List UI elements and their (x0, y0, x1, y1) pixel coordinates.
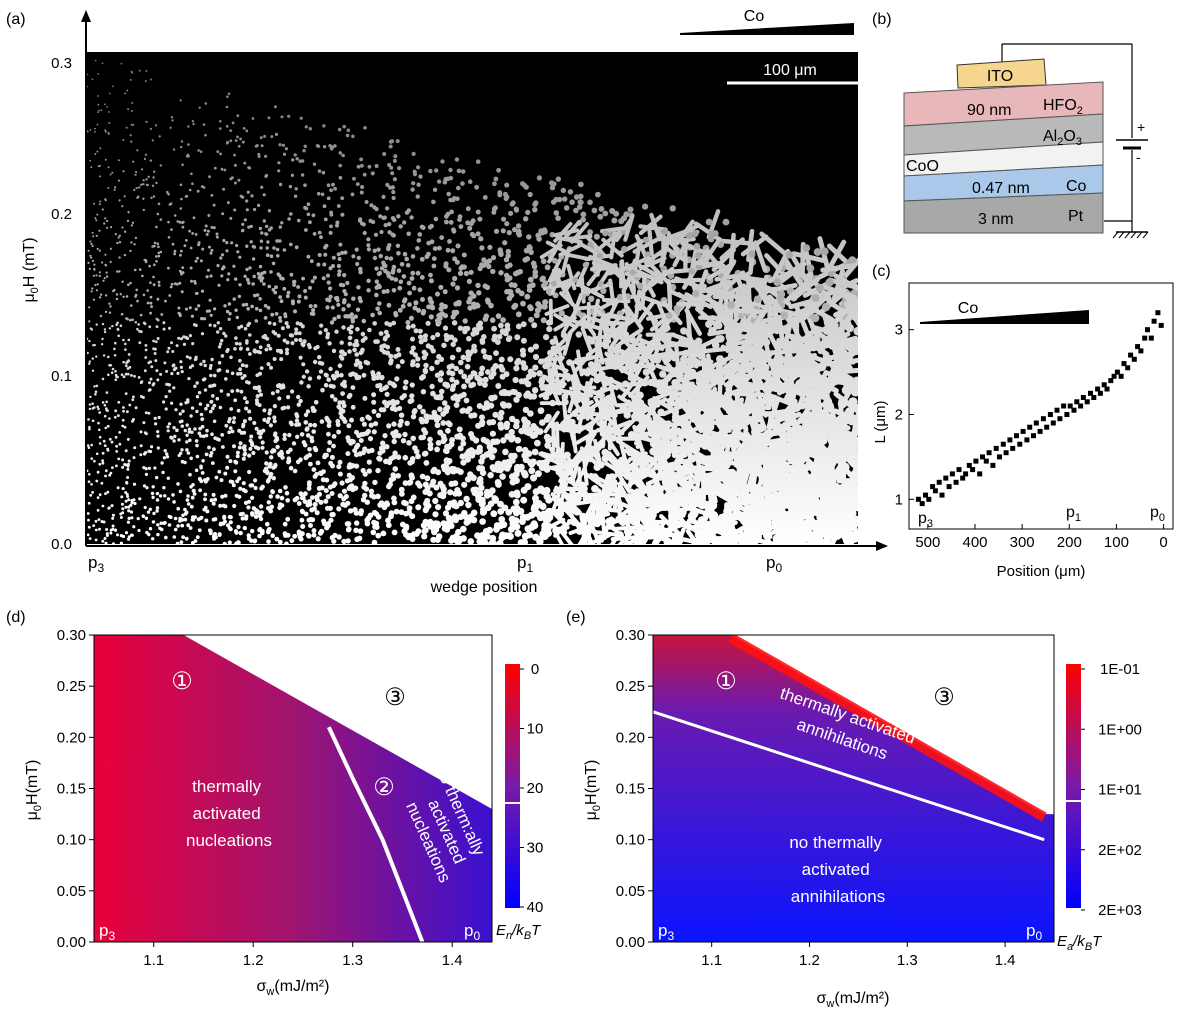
panel-label-a: (a) (6, 11, 26, 28)
panel-a-image (87, 52, 858, 544)
